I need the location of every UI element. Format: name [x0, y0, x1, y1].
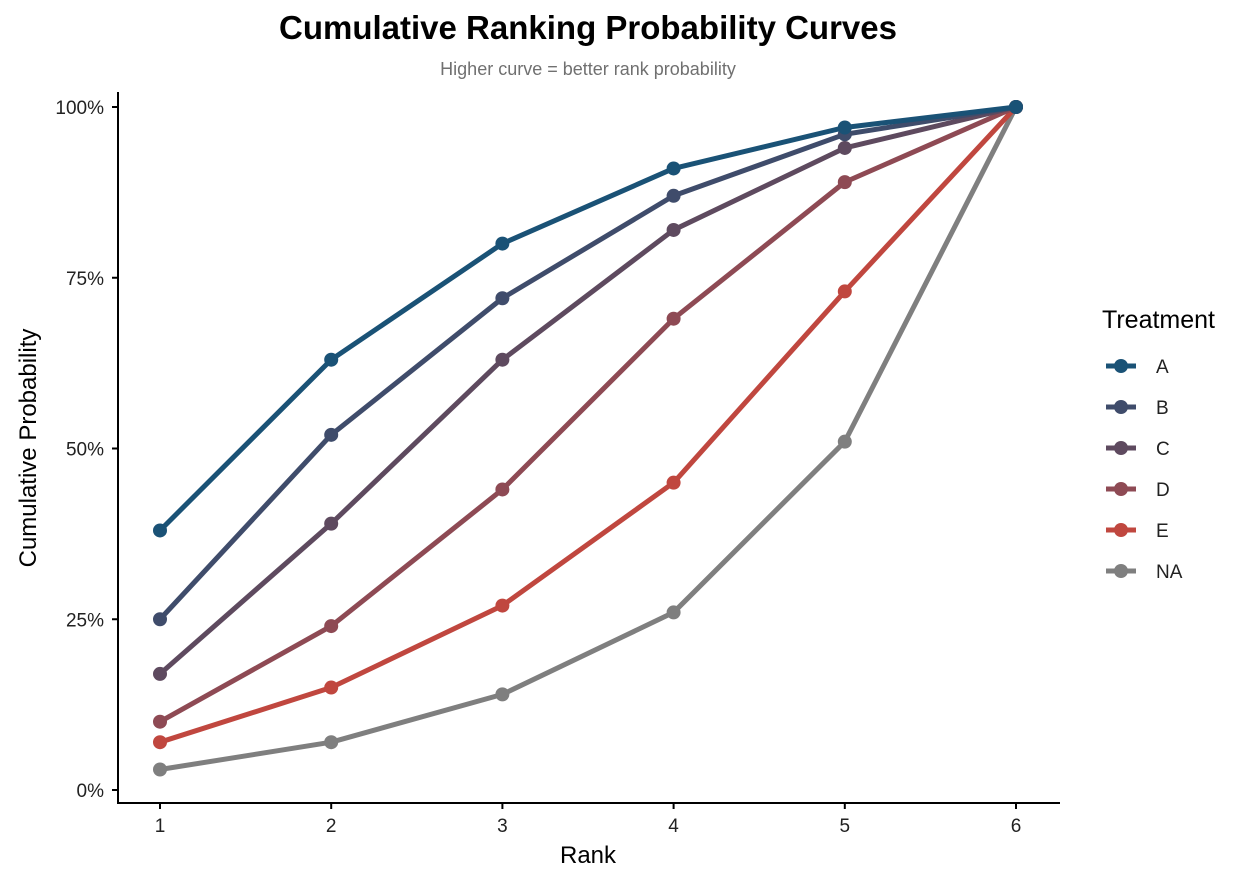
data-point-na — [495, 687, 510, 702]
x-axis-title: Rank — [560, 842, 617, 869]
data-point-c — [837, 140, 852, 155]
data-point-a — [837, 120, 852, 135]
legend-key-point — [1114, 400, 1128, 414]
series-na — [153, 100, 1023, 777]
series-line-a — [158, 104, 1017, 533]
y-tick-label: 25% — [66, 610, 104, 631]
legend-label: C — [1156, 439, 1170, 460]
data-point-c — [666, 222, 681, 237]
series-c — [153, 100, 1023, 681]
data-point-na — [153, 762, 167, 777]
legend-label: E — [1156, 521, 1169, 542]
data-point-e — [837, 284, 852, 299]
series-a — [153, 100, 1023, 538]
data-point-a — [1009, 100, 1023, 114]
legend-key-point — [1114, 359, 1128, 373]
legend-item-c: C — [1106, 439, 1170, 460]
data-point-d — [837, 175, 852, 190]
legend-item-d: D — [1106, 480, 1170, 501]
data-point-c — [324, 516, 339, 531]
data-point-e — [666, 475, 681, 490]
series-line-na — [159, 105, 1019, 772]
legend-label: A — [1156, 357, 1169, 378]
data-point-a — [153, 523, 167, 538]
y-tick-label: 50% — [66, 440, 104, 461]
data-point-na — [666, 605, 681, 620]
series-line-d — [158, 104, 1018, 724]
x-axis-ticks: 1 2 3 4 5 6 — [155, 803, 1022, 837]
data-point-na — [324, 735, 339, 750]
data-point-a — [495, 236, 510, 251]
x-tick-label: 6 — [1011, 816, 1022, 837]
data-point-c — [495, 352, 510, 367]
x-tick-label: 1 — [155, 816, 166, 837]
data-point-na — [837, 434, 852, 449]
chart-title: Cumulative Ranking Probability Curves — [279, 9, 897, 46]
chart-subtitle: Higher curve = better rank probability — [440, 59, 736, 79]
legend-key-point — [1114, 564, 1128, 578]
legend-key-point — [1114, 482, 1128, 496]
y-axis-ticks: 0% 25% 50% 75% 100% — [55, 98, 118, 802]
legend-item-na: NA — [1106, 562, 1183, 583]
data-point-c — [153, 666, 167, 681]
data-point-d — [324, 619, 339, 634]
x-tick-label: 3 — [497, 816, 508, 837]
legend-key-point — [1114, 523, 1128, 537]
legend-item-b: B — [1106, 398, 1169, 419]
data-point-e — [324, 680, 339, 695]
data-point-b — [153, 612, 167, 627]
series-line-b — [158, 104, 1017, 621]
data-point-d — [153, 714, 167, 729]
series-line-e — [159, 105, 1018, 745]
data-point-b — [666, 188, 681, 203]
series-b — [153, 100, 1023, 627]
y-tick-label: 75% — [66, 269, 104, 290]
legend-label: NA — [1156, 562, 1183, 583]
y-axis-title: Cumulative Probability — [15, 329, 42, 568]
data-point-e — [153, 735, 167, 750]
series-d — [153, 100, 1023, 729]
y-tick-label: 0% — [77, 781, 105, 802]
legend-item-e: E — [1106, 521, 1169, 542]
x-tick-label: 4 — [668, 816, 679, 837]
y-tick-label: 100% — [55, 98, 104, 119]
legend-item-a: A — [1106, 357, 1169, 378]
legend-key-point — [1114, 441, 1128, 455]
data-point-b — [324, 427, 339, 442]
legend-title: Treatment — [1102, 306, 1215, 334]
data-point-e — [495, 598, 510, 613]
data-point-b — [495, 291, 510, 306]
x-tick-label: 2 — [326, 816, 337, 837]
x-tick-label: 5 — [840, 816, 851, 837]
data-point-a — [666, 161, 681, 176]
data-point-a — [324, 352, 339, 367]
legend-label: B — [1156, 398, 1169, 419]
series-layer — [153, 100, 1023, 777]
series-line-c — [158, 104, 1017, 676]
legend-label: D — [1156, 480, 1170, 501]
data-point-d — [666, 311, 681, 326]
data-point-d — [495, 482, 510, 497]
